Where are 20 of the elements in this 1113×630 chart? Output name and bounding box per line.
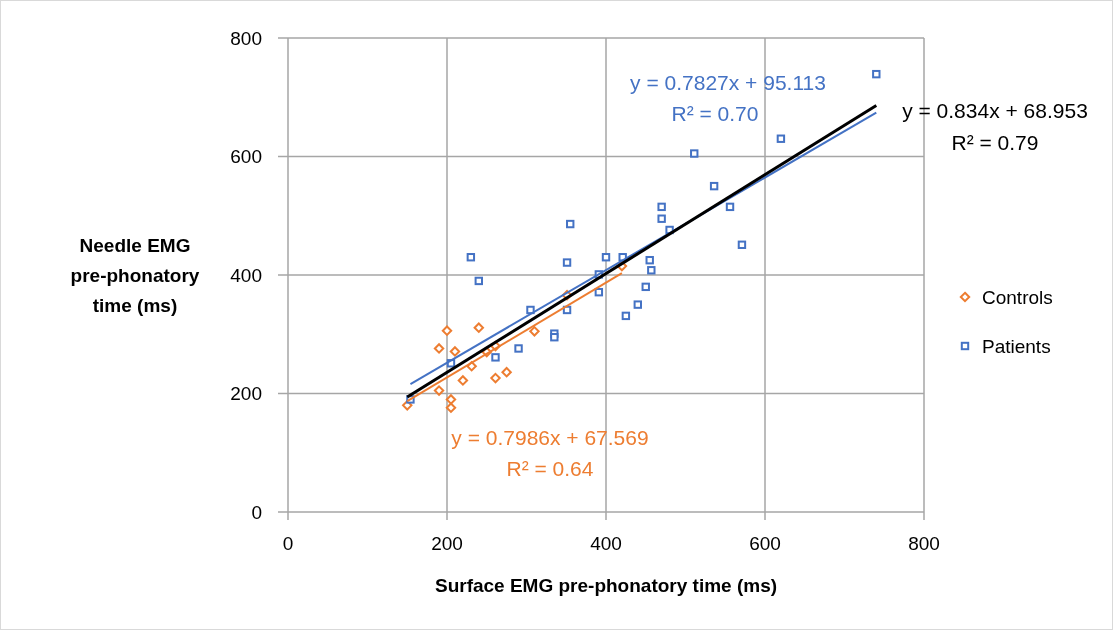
annotation: y = 0.7986x + 67.569	[451, 426, 649, 449]
x-tick-label: 400	[590, 533, 622, 554]
y-axis-title: Needle EMG pre-phonatory time (ms)	[70, 235, 200, 316]
legend-label: Controls	[982, 286, 1053, 308]
y-tick-label: 200	[230, 383, 262, 405]
legend-label: Patients	[982, 335, 1051, 357]
y-tick-label: 400	[230, 264, 262, 286]
annotation: y = 0.834x + 68.953	[902, 99, 1088, 122]
x-tick-label: 800	[908, 533, 940, 554]
y-tick-label: 600	[230, 146, 262, 168]
x-tick-label: 600	[749, 533, 781, 554]
y-tick-label: 0	[251, 501, 262, 523]
y-tick-label: 800	[230, 27, 262, 49]
annotation: R² = 0.64	[506, 457, 594, 480]
text: R² = 0.79	[951, 131, 1039, 154]
annotation: R² = 0.70	[671, 102, 759, 125]
x-tick-label: 200	[431, 533, 463, 554]
x-tick-label: 0	[282, 533, 294, 554]
x-axis-title: Surface EMG pre-phonatory time (ms)	[434, 575, 778, 596]
annotation: y = 0.7827x + 95.113	[630, 71, 826, 94]
